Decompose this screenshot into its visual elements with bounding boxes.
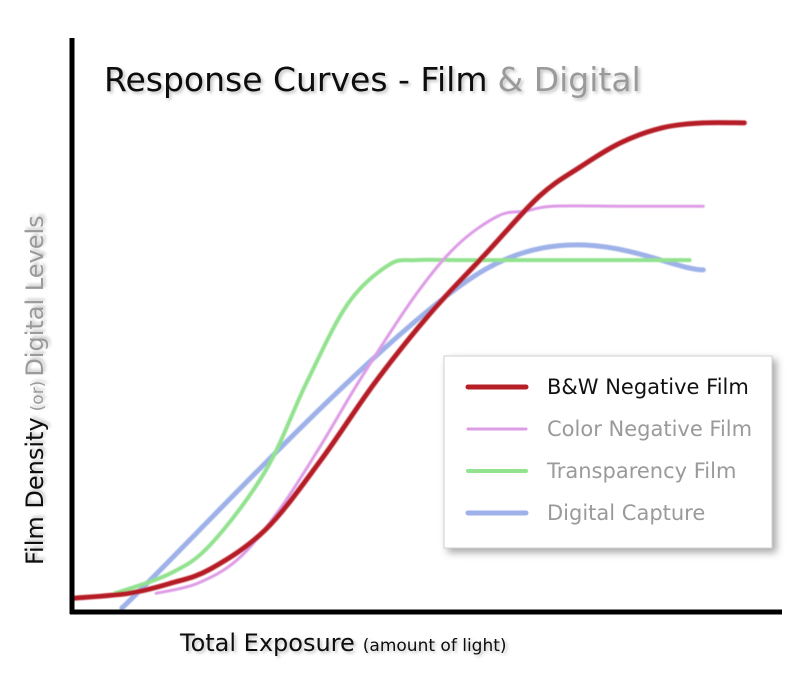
chart-title-main: Response Curves - Film (104, 60, 487, 99)
legend-items: B&W Negative Film Color Negative Film Tran… (465, 375, 752, 525)
x-axis-label-main: Total Exposure (179, 629, 355, 657)
chart-title-accent: & Digital (497, 60, 640, 99)
legend-label-digital-capture: Digital Capture (547, 501, 705, 525)
legend-label-b-w-negative-film: B&W Negative Film (547, 375, 749, 399)
series-line-color-negative-film (154, 204, 705, 595)
y-axis-label-sub: (or) (28, 381, 48, 412)
y-axis-label: Film Density (or) Digital Levels (21, 215, 49, 565)
series-group (72, 120, 747, 610)
series-line-transparency-film (113, 257, 692, 596)
legend-label-color-negative-film: Color Negative Film (547, 417, 752, 441)
legend-label-transparency-film: Transparency Film (546, 459, 736, 483)
y-axis-label-main: Film Density (21, 417, 49, 565)
chart-title: Response Curves - Film & Digital (104, 60, 641, 99)
legend: B&W Negative Film Color Negative Film Tran… (443, 355, 773, 549)
x-axis-label: Total Exposure (amount of light) (179, 629, 507, 657)
series-line-b-w-negative-film (72, 120, 747, 601)
x-axis-label-sub: (amount of light) (363, 636, 507, 656)
y-axis-label-accent: Digital Levels (21, 215, 49, 376)
